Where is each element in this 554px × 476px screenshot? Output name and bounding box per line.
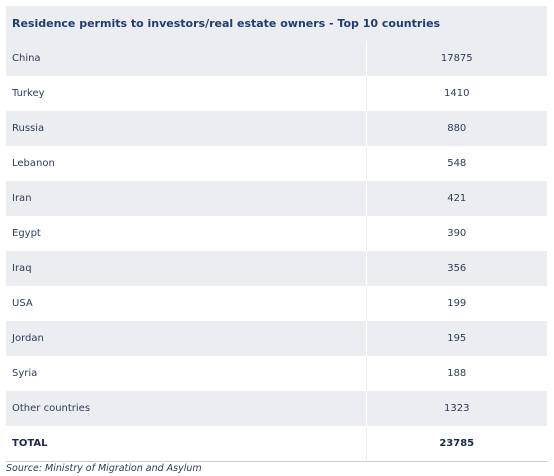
- table-row: Iran 421: [6, 181, 547, 216]
- country-cell: Turkey: [6, 76, 367, 111]
- value-cell: 548: [366, 146, 547, 181]
- permits-table: China 17875 Turkey 1410 Russia 880 Leban…: [6, 41, 547, 461]
- table-row: Egypt 390: [6, 216, 547, 251]
- table-title: Residence permits to investors/real esta…: [6, 6, 547, 41]
- value-cell: 1410: [366, 76, 547, 111]
- total-row: TOTAL 23785: [6, 426, 547, 461]
- country-cell: China: [6, 41, 367, 76]
- table-row: Turkey 1410: [6, 76, 547, 111]
- table-body: China 17875 Turkey 1410 Russia 880 Leban…: [6, 41, 547, 461]
- table-row: USA 199: [6, 286, 547, 321]
- value-cell: 390: [366, 216, 547, 251]
- value-cell: 356: [366, 251, 547, 286]
- country-cell: Egypt: [6, 216, 367, 251]
- country-cell: Russia: [6, 111, 367, 146]
- table-row: Syria 188: [6, 356, 547, 391]
- table-row: Jordan 195: [6, 321, 547, 356]
- value-cell: 195: [366, 321, 547, 356]
- table-row: China 17875: [6, 41, 547, 76]
- country-cell: USA: [6, 286, 367, 321]
- value-cell: 421: [366, 181, 547, 216]
- total-label: TOTAL: [6, 426, 367, 461]
- table-row: Lebanon 548: [6, 146, 547, 181]
- value-cell: 199: [366, 286, 547, 321]
- source-note: Source: Ministry of Migration and Asylum: [6, 463, 202, 474]
- table-row: Other countries 1323: [6, 391, 547, 426]
- value-cell: 188: [366, 356, 547, 391]
- country-cell: Jordan: [6, 321, 367, 356]
- country-cell: Syria: [6, 356, 367, 391]
- country-cell: Lebanon: [6, 146, 367, 181]
- table-row: Iraq 356: [6, 251, 547, 286]
- table-row: Russia 880: [6, 111, 547, 146]
- bottom-divider: [6, 461, 547, 462]
- value-cell: 1323: [366, 391, 547, 426]
- country-cell: Other countries: [6, 391, 367, 426]
- country-cell: Iraq: [6, 251, 367, 286]
- value-cell: 880: [366, 111, 547, 146]
- total-value: 23785: [366, 426, 547, 461]
- value-cell: 17875: [366, 41, 547, 76]
- country-cell: Iran: [6, 181, 367, 216]
